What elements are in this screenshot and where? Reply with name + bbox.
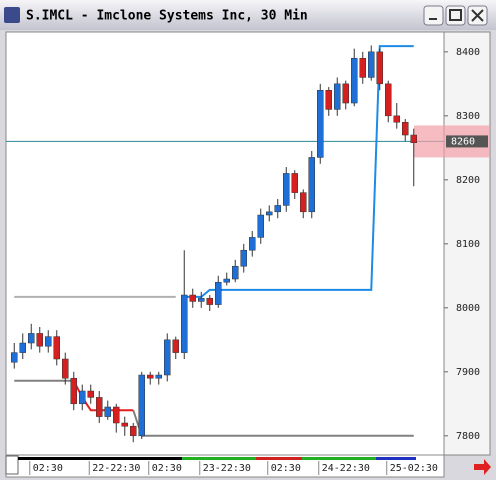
candle-body [240, 249, 247, 267]
y-tick-label: 8200 [456, 175, 480, 186]
candle-body [249, 237, 256, 251]
y-tick-label: 8400 [456, 47, 480, 58]
candle-body [164, 339, 171, 376]
candle-body [308, 157, 315, 213]
candle-body [402, 121, 409, 136]
x-tick-label: 22-22:30 [92, 463, 140, 474]
candle-body [172, 339, 179, 353]
y-tick-label: 7900 [456, 367, 480, 378]
candle-body [79, 390, 86, 405]
candle-body [45, 336, 52, 347]
candle-body [70, 377, 77, 405]
candle-body [96, 397, 103, 417]
candle-body [28, 333, 35, 344]
candle-body [334, 83, 341, 110]
session-bar [182, 457, 256, 460]
candle-body [121, 422, 128, 427]
candle-body [232, 265, 239, 280]
candle-body [87, 390, 94, 398]
window-title: S.IMCL - Imclone Systems Inc, 30 Min [26, 9, 308, 24]
candle-body [198, 297, 205, 302]
last-price-tag [446, 135, 488, 148]
candle-body [325, 89, 332, 110]
candle-body [130, 425, 137, 437]
scroll-box[interactable] [5, 455, 19, 475]
session-bar [302, 457, 376, 460]
y-tick-label: 8100 [456, 239, 480, 250]
candle-body [215, 281, 222, 305]
candle-body [206, 297, 213, 305]
candle-body [274, 205, 281, 213]
candle-body [342, 83, 349, 104]
candle-body [351, 57, 358, 104]
close-button[interactable] [467, 5, 488, 26]
x-tick-label: 02:30 [271, 463, 301, 474]
candle-body [385, 83, 392, 117]
indicator-line [184, 45, 414, 298]
candle-body [62, 358, 69, 379]
candle-body [300, 192, 307, 213]
candle-body [181, 294, 188, 353]
candle-body [113, 406, 120, 424]
session-bar [66, 457, 182, 460]
candle-body [376, 51, 383, 85]
candle-body [53, 336, 60, 360]
candle-body [257, 214, 264, 238]
maximize-button[interactable] [445, 5, 466, 26]
x-tick-label: 25-02:30 [390, 463, 438, 474]
y-tick-label: 8300 [456, 111, 480, 122]
candle-body [11, 352, 18, 363]
x-tick-label: 24-22:30 [322, 463, 370, 474]
y-tick-label: 8000 [456, 303, 480, 314]
last-price-label: 8260 [451, 136, 475, 147]
candle-body [368, 51, 375, 78]
x-tick-label: 02:30 [152, 463, 182, 474]
candle-body [138, 374, 145, 437]
candle-body [155, 374, 162, 379]
candle-body [104, 406, 111, 417]
candle-body [283, 173, 290, 206]
session-bar [376, 457, 416, 460]
session-bar [18, 457, 66, 460]
candle-body [410, 134, 417, 143]
x-tick-label: 23-22:30 [203, 463, 251, 474]
candle-body [317, 89, 324, 158]
candle-body [36, 333, 43, 347]
candle-body [19, 342, 26, 353]
app-icon [4, 7, 20, 23]
candle-body [359, 57, 366, 78]
scroll-right-arrow[interactable] [474, 459, 491, 475]
plot-area [5, 31, 445, 456]
candle-body [266, 211, 273, 216]
title-bar [0, 0, 496, 30]
candle-body [291, 173, 298, 193]
candle-body [393, 115, 400, 123]
indicator-line [14, 379, 414, 437]
candle-body [147, 374, 154, 379]
minimize-button[interactable] [423, 5, 444, 26]
price-axis [443, 31, 491, 456]
y-tick-label: 7800 [456, 431, 480, 442]
candle-body [223, 278, 230, 283]
session-bar [256, 457, 302, 460]
candle-body [189, 294, 196, 302]
x-tick-label: 02:30 [33, 463, 63, 474]
